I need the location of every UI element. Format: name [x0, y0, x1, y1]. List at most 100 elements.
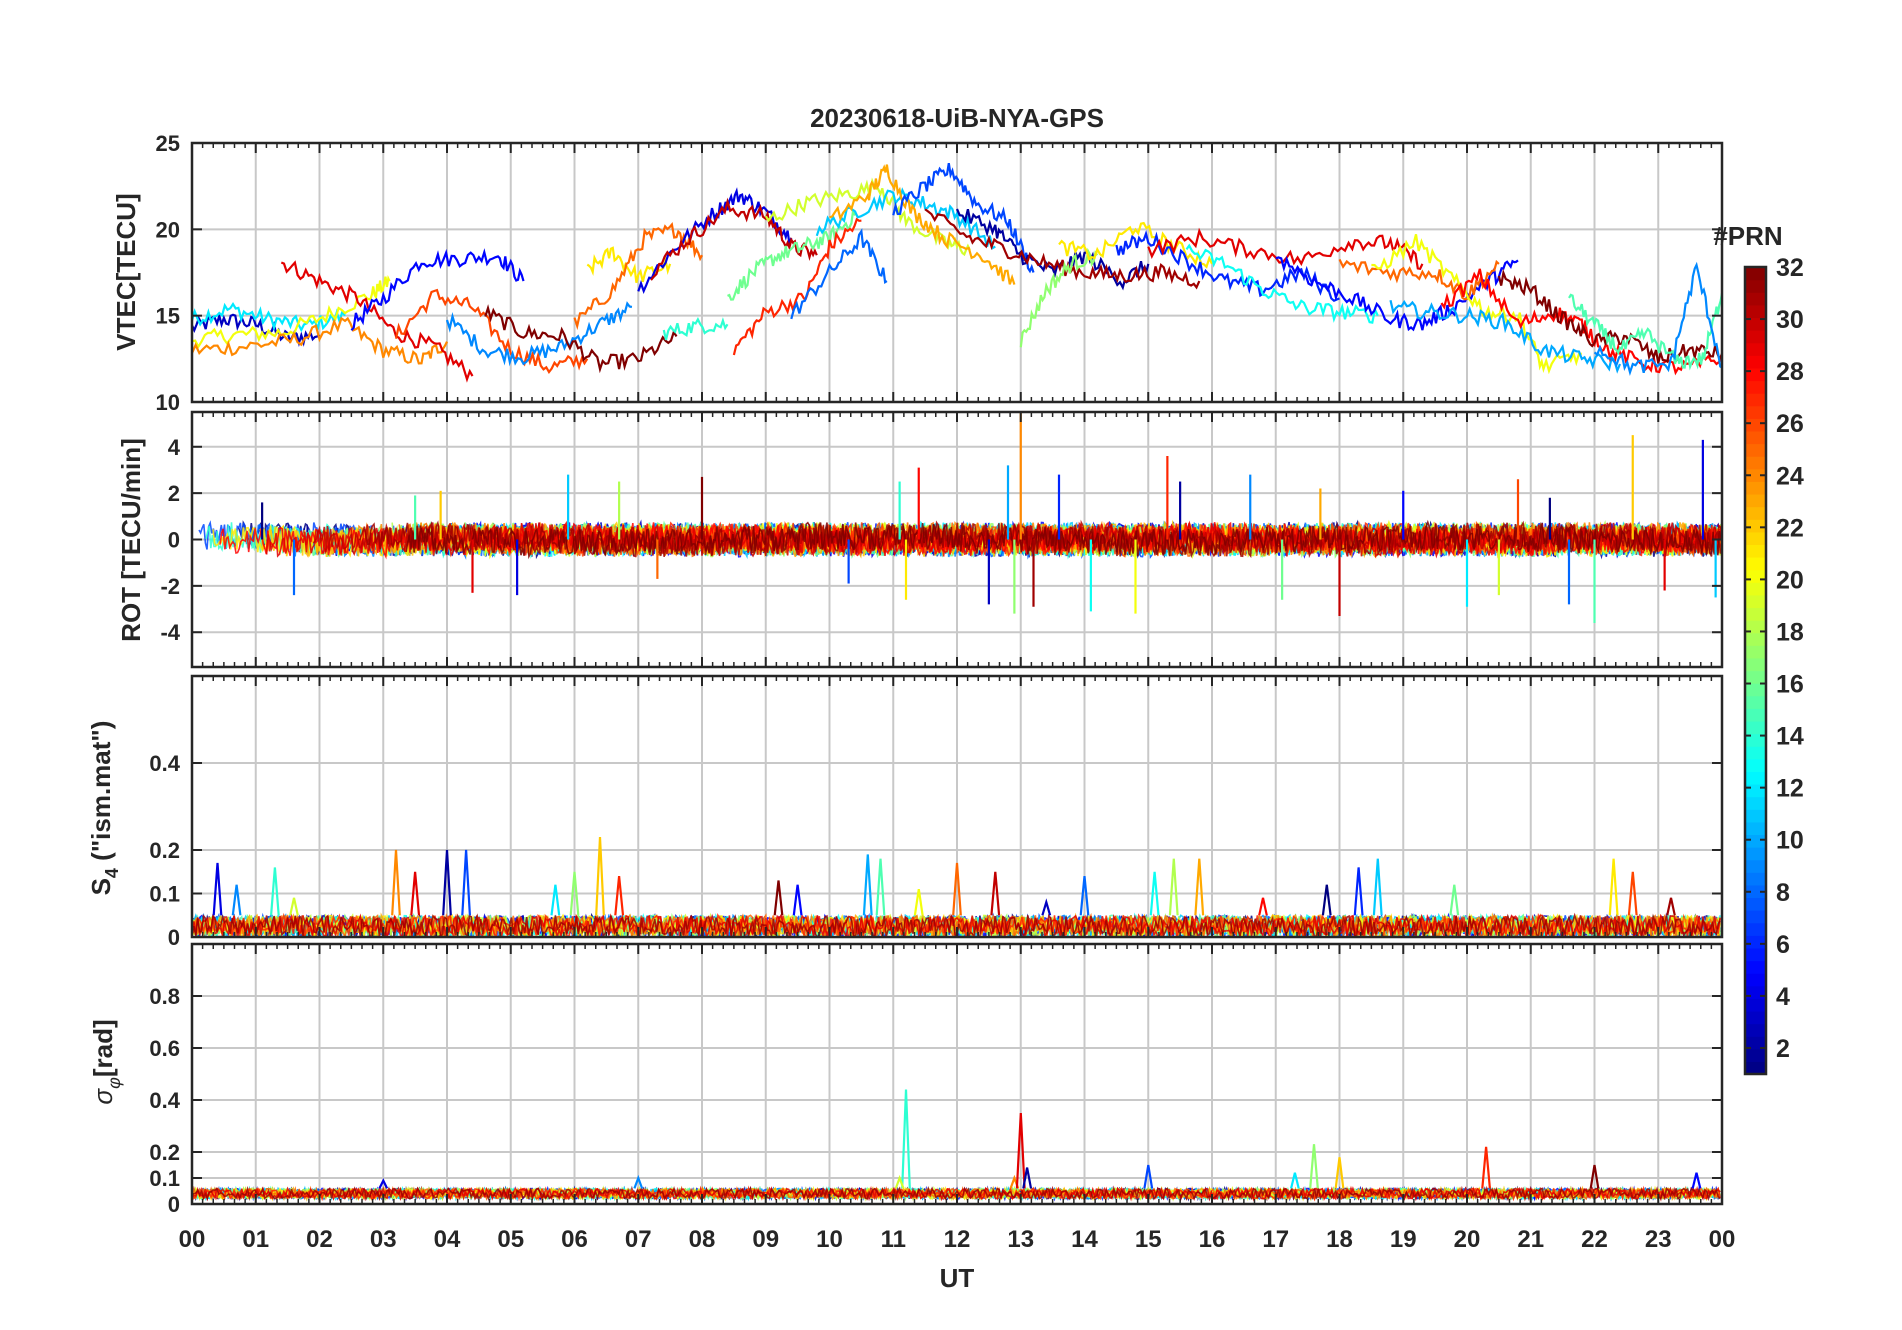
vtec-series-line	[1593, 261, 1722, 377]
s4-ytick-label: 0.4	[149, 751, 180, 776]
vtec-series-line	[829, 164, 1016, 285]
s4-spike	[1321, 884, 1332, 916]
vtec-ylabel: VTEC[TECU]	[111, 193, 141, 350]
colorbar-tick-label: 6	[1776, 931, 1790, 959]
sigma-spike	[1589, 1164, 1600, 1189]
vtec-series-line	[662, 317, 729, 341]
s4-ytick-label: 0.2	[149, 838, 180, 863]
s4-axes: 0 0.1 0.2 0.4	[149, 674, 1724, 950]
sigma-ylabel: σφ[rad]	[88, 1019, 124, 1104]
colorbar-band	[1745, 304, 1766, 319]
s4-spike	[1627, 871, 1638, 916]
colorbar-band	[1745, 393, 1766, 407]
x-tick-label: 19	[1390, 1226, 1417, 1253]
vtec-series-line	[1371, 234, 1582, 375]
sigma-ytick-label: 0.4	[149, 1088, 180, 1113]
s4-ylabel: S4 ("ism.mat")	[86, 721, 122, 896]
vtec-series-line	[394, 288, 589, 374]
vtec-series-line	[350, 248, 525, 331]
sigma-spike	[1015, 1112, 1026, 1189]
rot-ytick-label: 4	[168, 435, 181, 460]
sigma-spike	[1143, 1164, 1154, 1189]
colorbar-band	[1745, 910, 1766, 924]
s4-spike	[461, 849, 471, 916]
colorbar-tick-label: 14	[1776, 723, 1804, 751]
vtec-series-line	[1019, 247, 1099, 348]
colorbar-band	[1745, 720, 1766, 735]
colorbar-band	[1745, 935, 1766, 949]
colorbar-band	[1745, 468, 1766, 482]
x-tick-label: 02	[306, 1226, 333, 1253]
figure-title: 20230618-UiB-NYA-GPS	[810, 103, 1104, 133]
x-tick-label: 00	[179, 1226, 206, 1253]
sigma-ylabel-rest: [rad]	[88, 1019, 118, 1077]
x-tick-label: 06	[561, 1226, 588, 1253]
s4-spike	[1666, 897, 1676, 916]
sigma-spike	[1691, 1172, 1702, 1189]
vtec-series-line	[790, 228, 888, 320]
s4-spike	[614, 875, 625, 916]
s4-spike	[1168, 858, 1179, 916]
vtec-series-line	[955, 208, 1150, 291]
s4-spike	[1449, 884, 1460, 916]
sigma-ytick-label: 0.6	[149, 1036, 180, 1061]
s4-ylabel-main: S	[86, 878, 116, 895]
x-tick-label: 15	[1135, 1226, 1162, 1253]
s4-spike	[773, 880, 784, 916]
x-tick-label: 04	[434, 1226, 461, 1253]
colorbar-band	[1745, 443, 1766, 457]
sigma-spike	[1309, 1144, 1319, 1189]
sigma-spike	[901, 1089, 911, 1189]
vtec-series-line	[1568, 293, 1722, 371]
vtec-series-line	[637, 187, 793, 294]
x-tick-label: 03	[370, 1226, 397, 1253]
colorbar-band	[1745, 380, 1766, 394]
sigma-ytick-label: 0.8	[149, 984, 180, 1009]
colorbar-band	[1745, 342, 1766, 356]
sigma-grid	[192, 944, 1722, 1204]
x-tick-label: 16	[1199, 1226, 1226, 1253]
s4-spike	[792, 884, 803, 916]
colorbar-tick-label: 26	[1776, 410, 1804, 438]
vtec-series-line	[280, 260, 474, 383]
vtec-series-line	[1389, 299, 1622, 374]
colorbar-tick-label: 18	[1776, 618, 1804, 646]
colorbar-band	[1745, 960, 1766, 974]
x-axis-tick-labels: 00 01 02 03 04 05 06 07 08 09 10 11 12 13 14 15 16 17 18 19…	[179, 1226, 1736, 1253]
sigma-axes: 00.10.2 0.4 0.6 0.8	[149, 942, 1724, 1217]
s4-spike	[862, 854, 873, 916]
rot-ytick-label: -4	[160, 620, 180, 645]
colorbar-tick-label: 4	[1776, 983, 1790, 1011]
sigma-phi-panel: 00.10.2 0.4 0.6 0.8	[149, 942, 1724, 1217]
x-tick-label: 08	[689, 1226, 716, 1253]
sigma-ytick-label: 0.2	[149, 1140, 180, 1165]
rot-ytick-label: 0	[168, 528, 180, 553]
s4-spike	[231, 884, 242, 916]
s4-spike	[952, 862, 962, 916]
s4-spike	[270, 867, 280, 916]
colorbar-tick-label: 2	[1776, 1035, 1790, 1063]
colorbar-band	[1745, 821, 1766, 836]
x-tick-label: 11	[881, 1226, 906, 1253]
vtec-panel: 10 15 20 25	[156, 131, 1724, 415]
sigma-spike	[1022, 1167, 1033, 1189]
colorbar-band	[1745, 292, 1766, 306]
s4-ylabel-sub: 4	[102, 868, 122, 878]
colorbar-band	[1745, 544, 1766, 558]
s4-spike	[1041, 898, 1052, 916]
colorbar-band	[1745, 1023, 1766, 1037]
vtec-series-line	[764, 177, 971, 257]
s4-ytick-label: 0	[168, 925, 180, 950]
colorbar-band	[1745, 796, 1766, 810]
x-tick-label: 13	[1007, 1226, 1034, 1253]
s4-spike	[550, 884, 561, 916]
x-tick-label: 20	[1454, 1226, 1481, 1253]
rot-data	[198, 412, 1722, 623]
colorbar-band	[1745, 1010, 1766, 1025]
colorbar-band	[1745, 683, 1766, 697]
rot-panel: -4 -2 0 2 4	[160, 410, 1724, 669]
x-tick-label: 17	[1262, 1226, 1289, 1253]
x-tick-label: 14	[1071, 1226, 1098, 1253]
x-tick-label: 01	[242, 1226, 269, 1253]
